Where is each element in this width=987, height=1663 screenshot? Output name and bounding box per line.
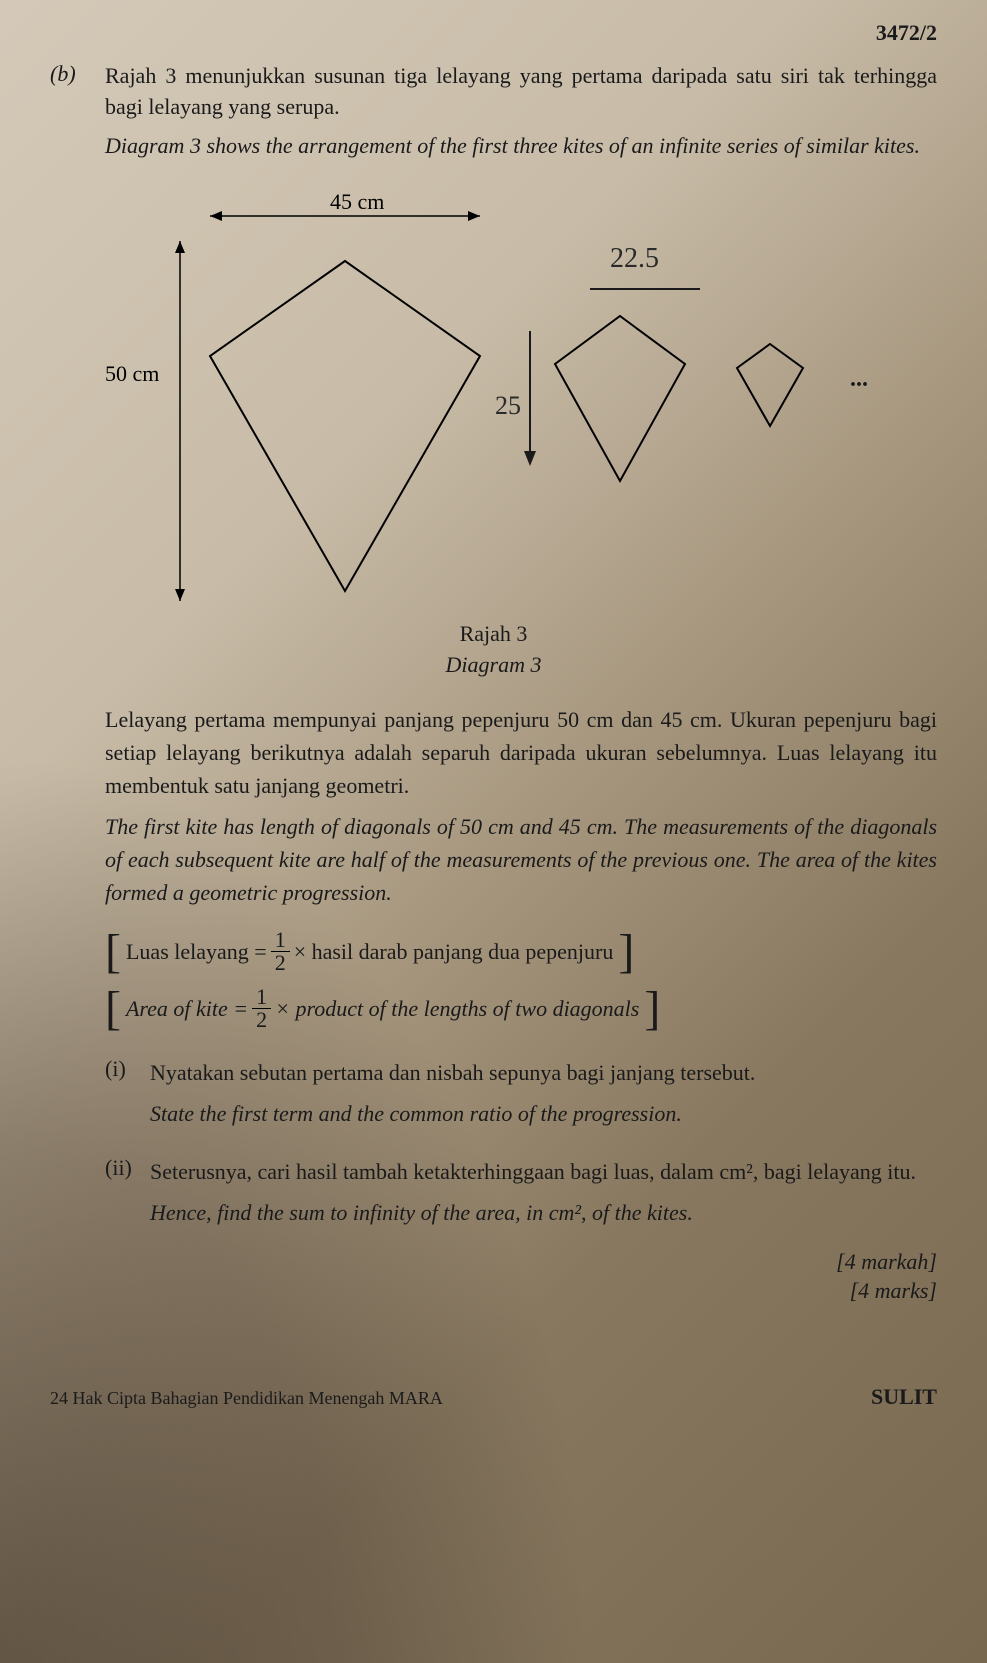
formula-english: [ Area of kite = 1 2 × product of the le… [105, 986, 937, 1031]
width-arrow-left [210, 211, 222, 221]
part-ii-label: (ii) [105, 1155, 150, 1181]
footer: 24 Hak Cipta Bahagian Pendidikan Menenga… [50, 1384, 937, 1410]
fraction-num: 1 [271, 929, 290, 952]
caption-malay: Rajah 3 [50, 621, 937, 647]
fraction-den: 2 [271, 952, 290, 974]
question-malay: Rajah 3 menunjukkan susunan tiga lelayan… [105, 61, 937, 123]
diagram-3: 45 cm 50 cm 22.5 25 ... [50, 181, 937, 611]
marks-english: [4 marks] [50, 1278, 937, 1304]
footer-copyright: 24 Hak Cipta Bahagian Pendidikan Menenga… [50, 1388, 443, 1409]
kite-2 [555, 316, 685, 481]
hand-arrow-head [524, 451, 536, 466]
kite-1 [210, 261, 480, 591]
width-label: 45 cm [330, 189, 384, 214]
marks-malay: [4 markah] [50, 1249, 937, 1275]
part-i-english: State the first term and the common rati… [150, 1097, 937, 1130]
part-ii: (ii) Seterusnya, cari hasil tambah ketak… [105, 1155, 937, 1188]
part-ii-english: Hence, find the sum to infinity of the a… [150, 1196, 937, 1229]
part-i-label: (i) [105, 1056, 150, 1082]
question-label: (b) [50, 61, 90, 87]
height-arrow-bottom [175, 589, 185, 601]
kite-3 [737, 344, 803, 426]
part-ii-malay: Seterusnya, cari hasil tambah ketakterhi… [150, 1155, 937, 1188]
formula-malay-post: × hasil darab panjang dua pepenjuru [294, 939, 614, 965]
description-english: The first kite has length of diagonals o… [105, 810, 937, 909]
caption-english: Diagram 3 [50, 652, 937, 678]
formula-english-post: × product of the lengths of two diagonal… [275, 996, 639, 1022]
footer-sulit: SULIT [871, 1384, 937, 1410]
height-label: 50 cm [105, 361, 159, 386]
formula-malay-pre: Luas lelayang = [126, 939, 267, 965]
question-english: Diagram 3 shows the arrangement of the f… [105, 131, 937, 162]
handwritten-22-5: 22.5 [610, 243, 659, 275]
ellipsis: ... [850, 366, 868, 393]
part-i-malay: Nyatakan sebutan pertama dan nisbah sepu… [150, 1056, 937, 1089]
question-b-header: (b) Rajah 3 menunjukkan susunan tiga lel… [50, 61, 937, 123]
fraction-num-2: 1 [252, 986, 271, 1009]
formula-english-pre: Area of kite = [126, 996, 248, 1022]
fraction-den-2: 2 [252, 1009, 271, 1031]
handwritten-25: 25 [495, 391, 521, 421]
part-i: (i) Nyatakan sebutan pertama dan nisbah … [105, 1056, 937, 1089]
formula-malay: [ Luas lelayang = 1 2 × hasil darab panj… [105, 929, 937, 974]
paper-code: 3472/2 [50, 20, 937, 46]
description-malay: Lelayang pertama mempunyai panjang pepen… [105, 703, 937, 802]
height-arrow-top [175, 241, 185, 253]
width-arrow-right [468, 211, 480, 221]
